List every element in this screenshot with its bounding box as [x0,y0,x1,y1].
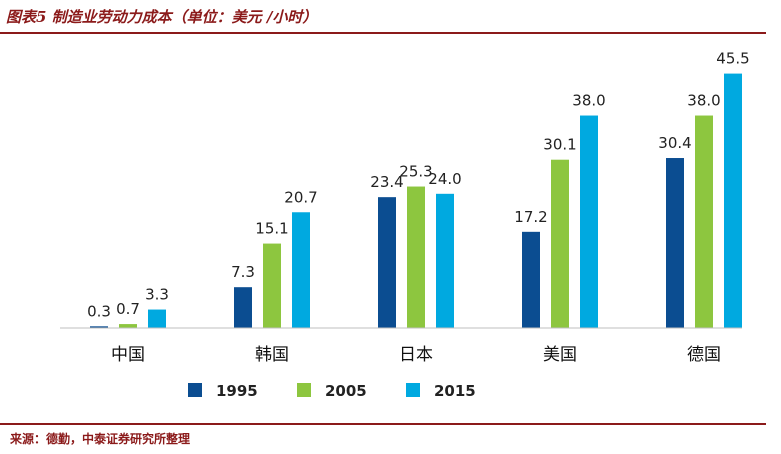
data-label-2005-1: 15.1 [255,220,288,238]
data-label-2005-2: 25.3 [399,163,432,181]
bar-1995-3 [522,231,540,328]
bar-2015-3 [580,115,598,328]
legend-label-2005: 2005 [325,382,367,400]
bar-2005-2 [407,186,425,328]
legend-swatch-2015 [406,383,420,397]
bar-2005-3 [551,159,569,328]
data-label-2005-0: 0.7 [116,300,140,318]
bar-2015-4 [724,73,742,328]
bar-1995-2 [378,197,396,328]
bar-2015-0 [148,309,166,328]
bar-2015-1 [292,212,310,328]
category-label-0: 中国 [111,345,145,365]
data-label-2015-4: 45.5 [716,50,749,68]
data-label-1995-0: 0.3 [87,302,111,320]
category-label-4: 德国 [687,345,721,365]
data-label-2015-3: 38.0 [572,92,605,110]
category-label-1: 韩国 [255,345,289,365]
data-label-1995-2: 23.4 [370,173,403,191]
data-label-2015-1: 20.7 [284,188,317,206]
source-note: 来源：德勤，中泰证券研究所整理 [10,432,191,446]
title-divider [0,32,766,34]
bar-1995-4 [666,158,684,328]
data-label-2005-4: 38.0 [687,92,720,110]
bar-group [90,73,742,328]
legend-swatch-2005 [297,383,311,397]
data-label-1995-3: 17.2 [514,208,547,226]
data-label-2015-0: 3.3 [145,286,169,304]
data-label-2005-3: 30.1 [543,136,576,154]
data-label-2015-2: 24.0 [428,170,461,188]
legend: 1995 2005 2015 [188,382,476,400]
bar-2005-1 [263,243,281,328]
category-label-2: 日本 [399,345,433,365]
bar-label-group: 0.3 0.7 3.3 7.3 15.1 20.7 23.425.324.0 17.2 30.1… [87,50,750,321]
category-label-group: 中国 韩国 日本 美国 德国 [111,345,721,365]
bar-1995-0 [90,326,108,328]
data-label-1995-4: 30.4 [658,134,691,152]
bar-1995-1 [234,287,252,328]
legend-swatch-1995 [188,383,202,397]
bar-2005-4 [695,115,713,328]
legend-label-2015: 2015 [434,382,476,400]
chart-title: 图表5 制造业劳动力成本（单位：美元 /小时） [6,8,318,26]
bar-2015-2 [436,193,454,328]
bar-2005-0 [119,324,137,328]
source-divider [0,423,766,425]
category-label-3: 美国 [543,345,577,365]
legend-label-1995: 1995 [216,382,258,400]
data-label-1995-1: 7.3 [231,263,255,281]
